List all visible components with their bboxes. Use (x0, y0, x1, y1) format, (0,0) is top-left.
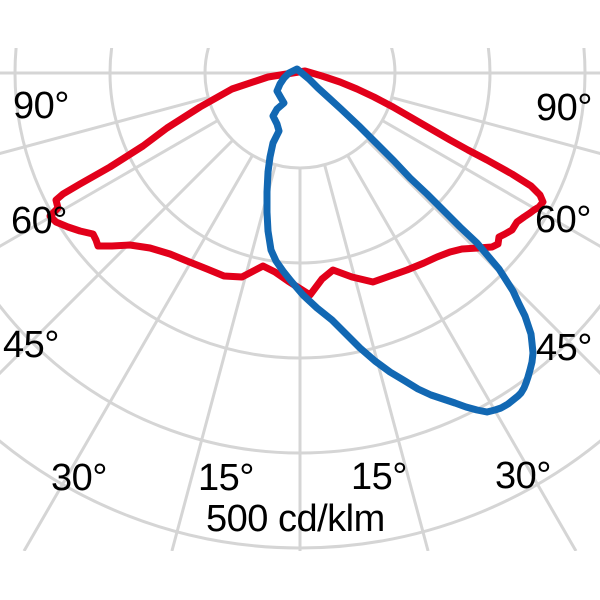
angle-label-right-15: 15° (351, 456, 407, 498)
angle-spoke--15deg (170, 164, 277, 551)
angle-label-right-60: 60° (535, 199, 591, 241)
angle-label-left-45: 45° (3, 324, 59, 366)
red-intensity-curve (46, 67, 547, 299)
angle-spoke--30deg (22, 154, 254, 551)
angle-label-left-90: 90° (13, 85, 69, 127)
angle-spoke--45deg (0, 139, 234, 376)
intensity-scale-label: 500 cd/klm (206, 498, 385, 540)
blue-intensity-curve (263, 65, 537, 416)
angle-label-left-60: 60° (11, 200, 67, 242)
angle-spoke-45deg (366, 139, 600, 376)
angle-spoke-60deg (381, 119, 600, 248)
polar-grid (0, 48, 600, 551)
angle-label-left-15: 15° (198, 457, 254, 499)
angle-label-right-30: 30° (495, 455, 551, 497)
intensity-ring (203, 48, 397, 170)
angle-spoke-30deg (346, 154, 578, 551)
angle-label-left-30: 30° (51, 457, 107, 499)
angle-spoke--60deg (0, 119, 219, 248)
angle-label-right-90: 90° (536, 87, 592, 129)
angle-label-right-45: 45° (536, 327, 592, 369)
